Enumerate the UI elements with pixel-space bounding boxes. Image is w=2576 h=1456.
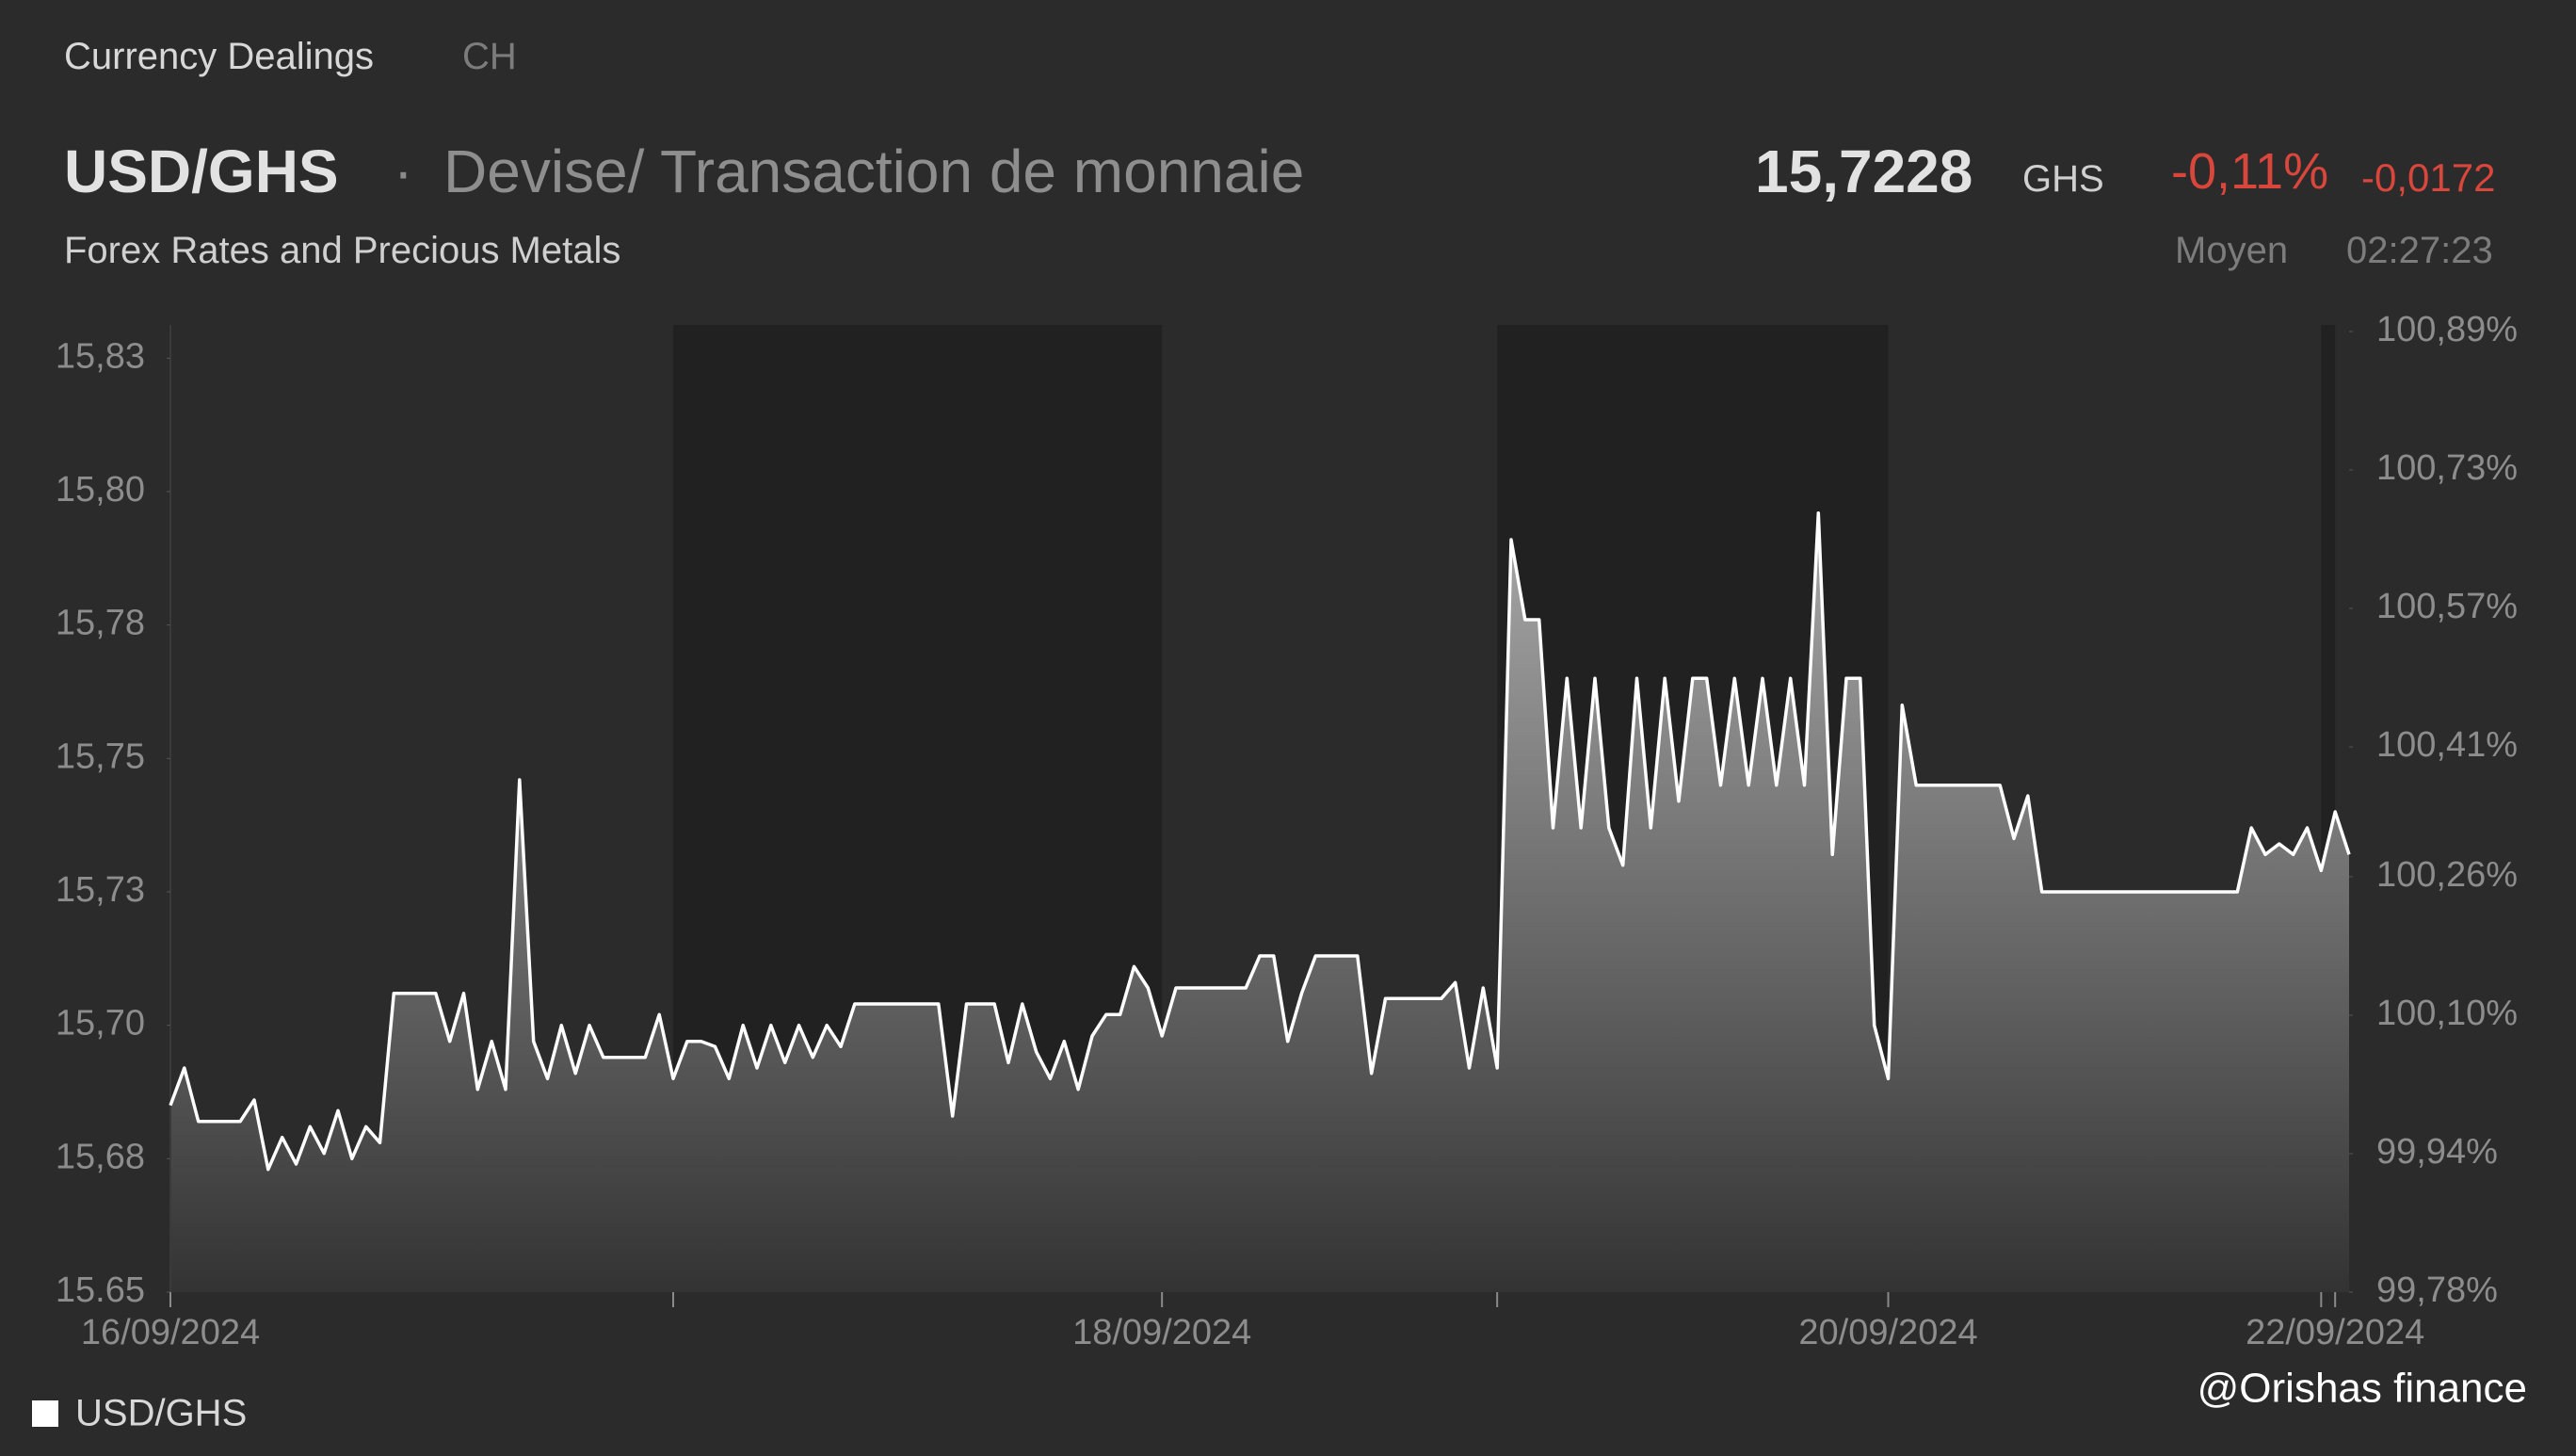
y-tick-label: 15,73 — [56, 870, 145, 910]
legend-swatch — [32, 1400, 58, 1427]
change-percent: -0,11% — [2171, 143, 2329, 200]
y-tick-label: 15,70 — [56, 1004, 145, 1043]
y2-tick-label: 99,78% — [2376, 1270, 2498, 1310]
x-tick-label: 20/09/2024 — [1798, 1313, 1977, 1352]
y-tick-label: 15,80 — [56, 470, 145, 510]
y-tick-label: 15,68 — [56, 1137, 145, 1176]
separator: · — [394, 139, 413, 204]
y-tick-label: 15.65 — [56, 1270, 145, 1310]
price: 15,7228 — [1755, 138, 1973, 205]
time: 02:27:23 — [2346, 230, 2493, 271]
y2-tick-label: 100,10% — [2376, 994, 2518, 1033]
y2-tick-label: 99,94% — [2376, 1132, 2498, 1172]
source: Currency Dealings — [64, 36, 375, 77]
watermark: @Orishas finance — [2198, 1366, 2527, 1412]
layer — [170, 512, 2349, 1292]
y-tick-label: 15,83 — [56, 336, 145, 376]
price-type: Moyen — [2175, 230, 2289, 271]
y2-tick-label: 100,73% — [2376, 448, 2518, 488]
y2-tick-label: 100,26% — [2376, 855, 2518, 895]
x-tick-label: 18/09/2024 — [1072, 1313, 1251, 1352]
y-tick-label: 15,75 — [56, 736, 145, 776]
symbol: USD/GHS — [64, 138, 339, 205]
legend-label: USD/GHS — [75, 1393, 247, 1434]
area-fill — [170, 512, 2349, 1292]
x-tick-label: 16/09/2024 — [81, 1313, 260, 1352]
y-tick-label: 15,78 — [56, 604, 145, 643]
y2-tick-label: 100,41% — [2376, 725, 2518, 765]
y2-tick-label: 100,57% — [2376, 587, 2518, 626]
region: CH — [462, 36, 517, 77]
category: Forex Rates and Precious Metals — [64, 230, 621, 271]
y2-tick-label: 100,89% — [2376, 310, 2518, 349]
currency: GHS — [2022, 158, 2104, 200]
change-absolute: -0,0172 — [2361, 155, 2496, 200]
series-line — [169, 510, 2351, 1172]
x-tick-label: 22/09/2024 — [2246, 1313, 2424, 1352]
instrument: Devise/ Transaction de monnaie — [443, 138, 1305, 205]
